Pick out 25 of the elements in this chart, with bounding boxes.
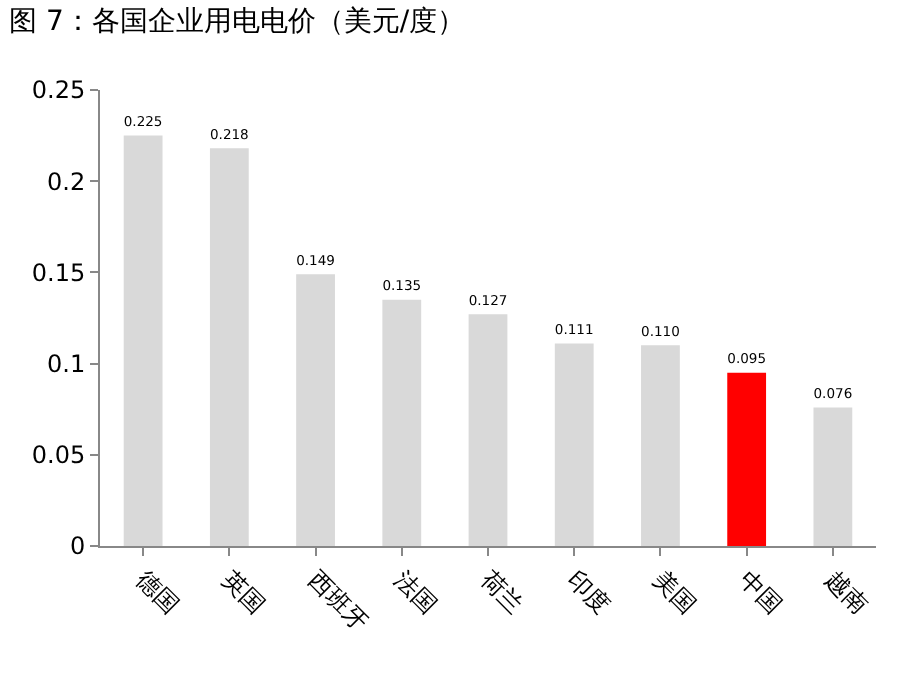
bar [554,343,594,546]
x-tick-label: 印度 [561,565,616,620]
x-tick-label: 美国 [647,565,702,620]
y-tick-label: 0.05 [31,441,86,470]
x-tick-label: 荷兰 [475,565,530,620]
x-tick-label: 德国 [130,565,185,620]
bar [296,274,335,546]
x-tick-label: 法国 [389,565,443,620]
x-tick-label: 英国 [216,565,271,620]
y-tick-label: 0.25 [31,76,86,105]
x-tick-label: 越南 [820,565,874,620]
y-tick-label: 0.2 [47,167,86,196]
x-tick-label: 西班牙 [302,565,374,637]
y-tick-label: 0.1 [47,350,86,378]
bar [382,299,422,546]
chart-title: 图 7：各国企业用电电价（美元/度） [9,5,466,38]
bar [209,148,249,546]
y-tick-label: 0 [69,532,86,561]
bar [468,314,508,546]
bar [813,407,853,546]
bar [123,135,163,546]
bar [727,372,767,546]
bar [641,345,680,546]
y-tick-label: 0.15 [31,258,86,287]
x-tick-label: 中国 [733,565,788,620]
